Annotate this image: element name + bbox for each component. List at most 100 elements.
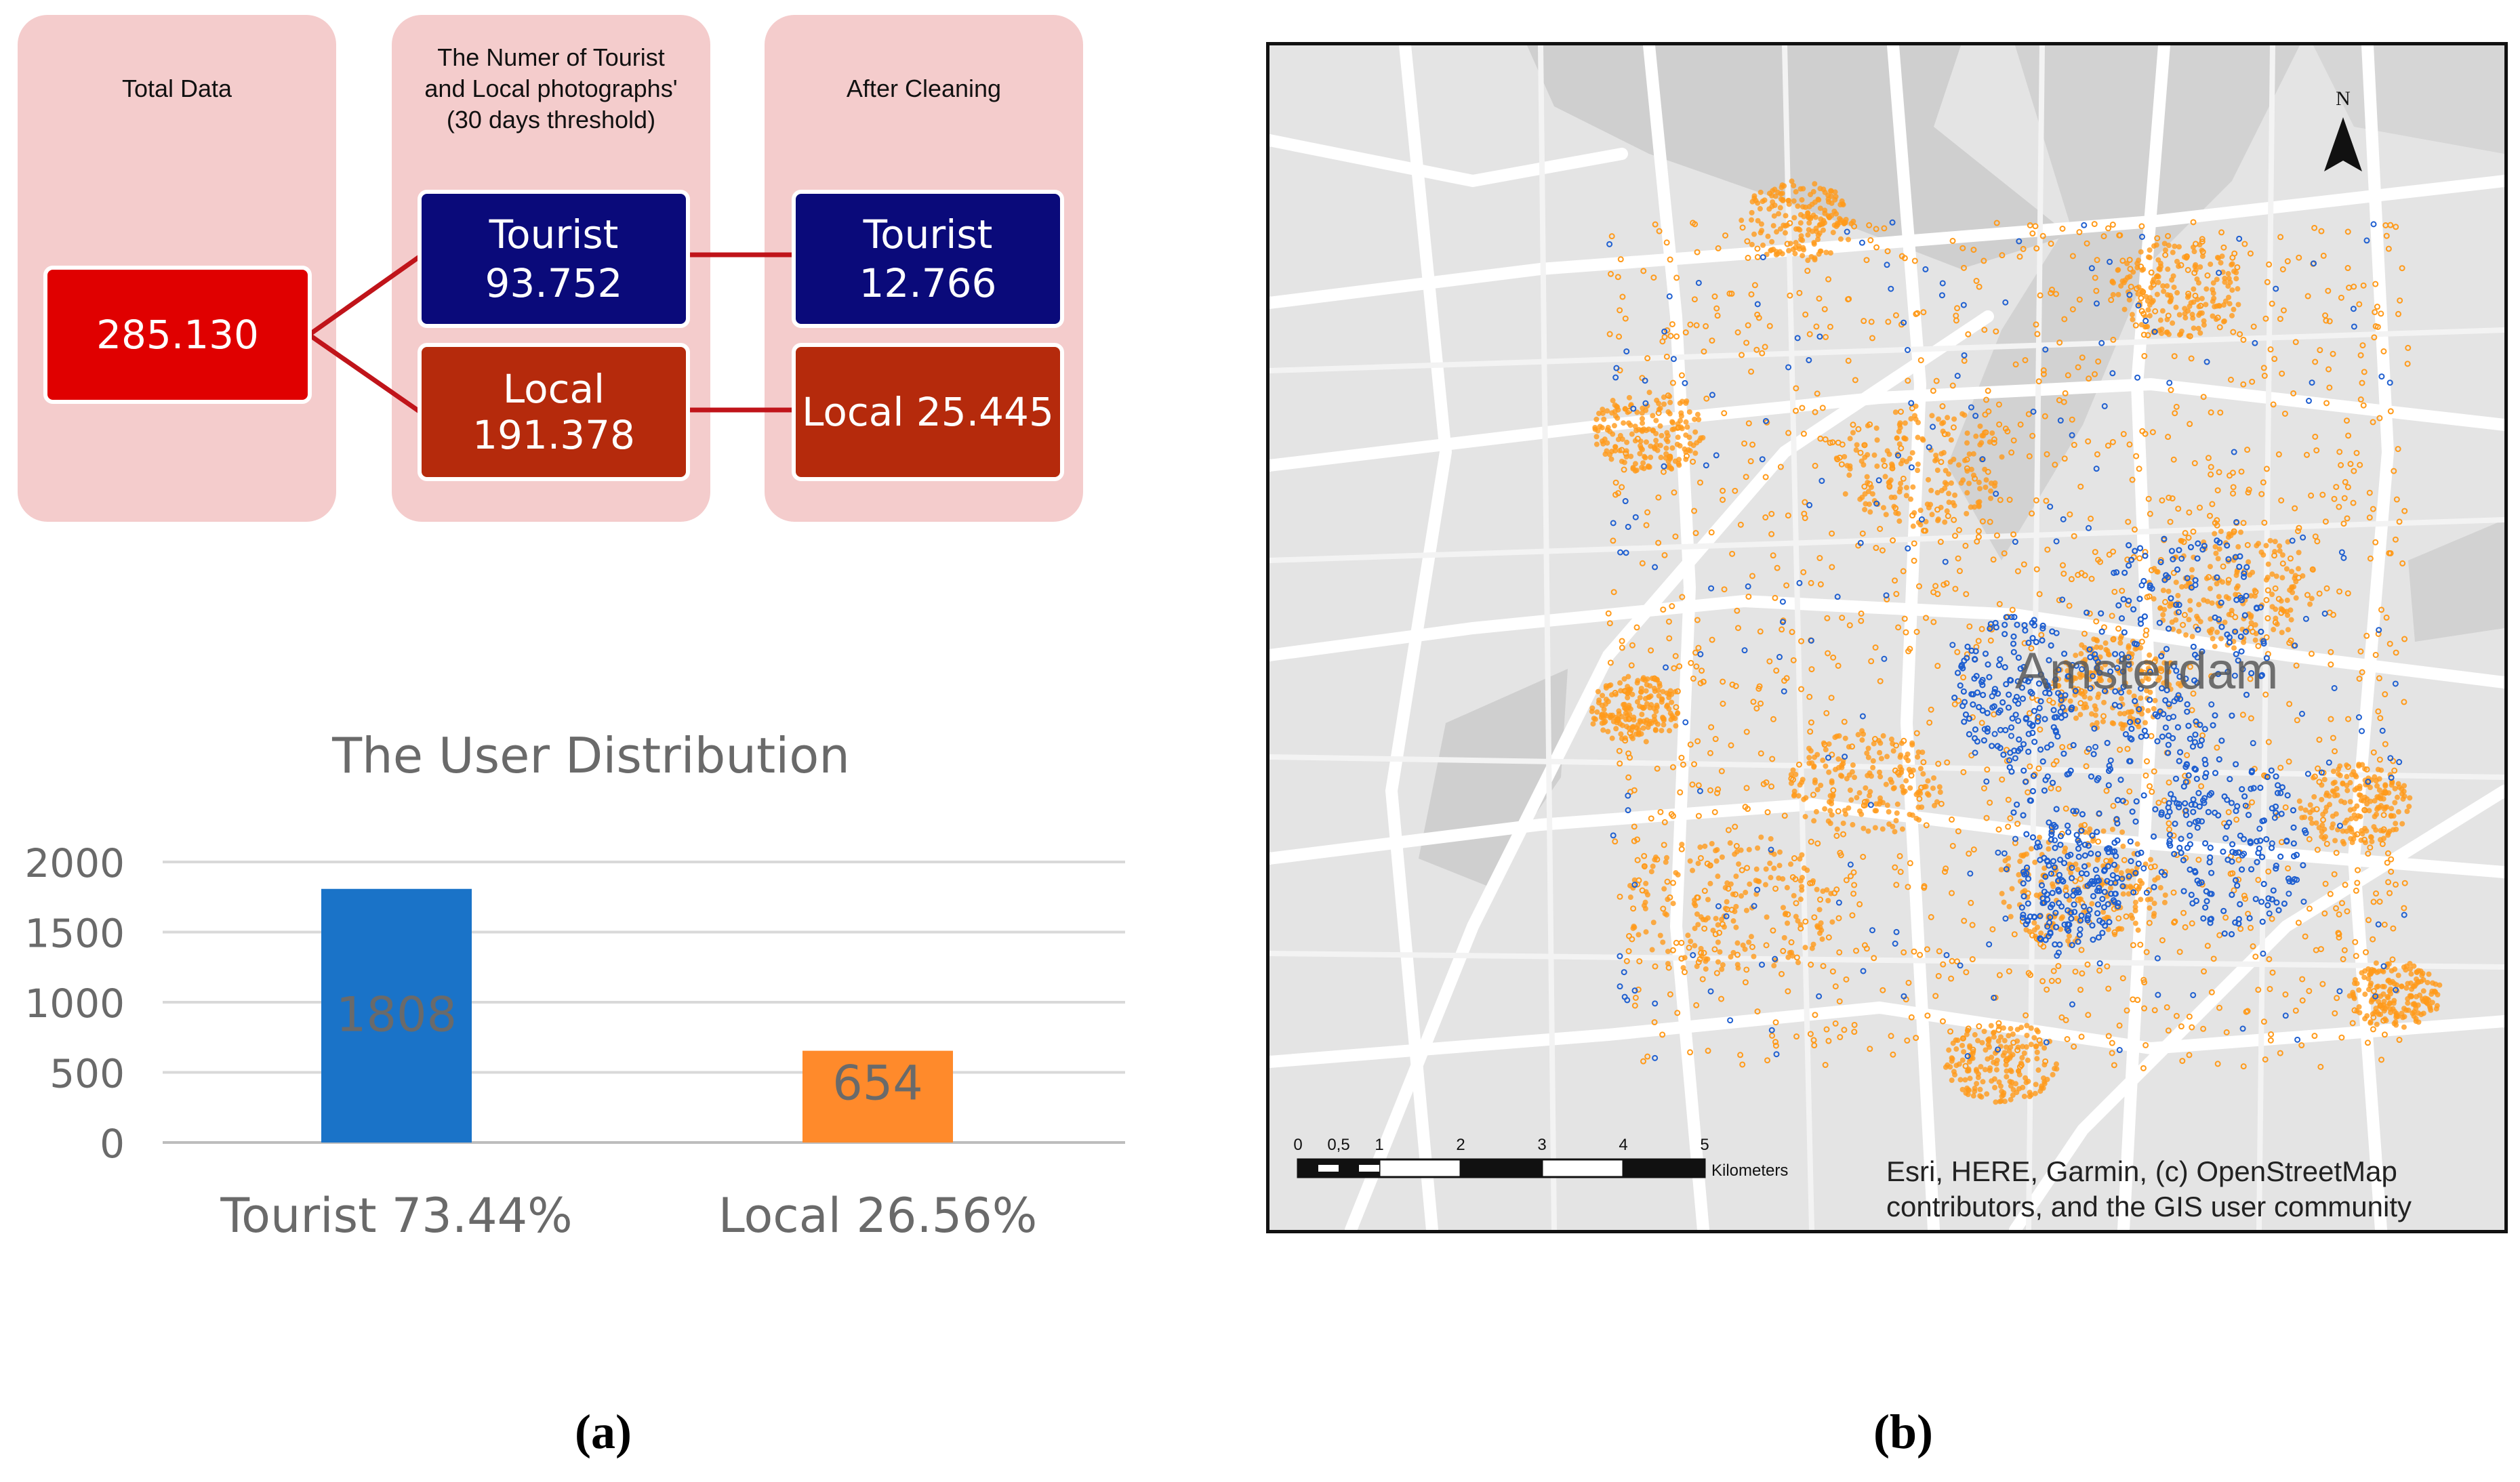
local-point (2372, 813, 2378, 819)
local-point (1985, 1037, 1991, 1043)
local-point (1643, 688, 1649, 694)
map-road (1345, 310, 1994, 1230)
local-point (1817, 186, 1823, 192)
local-point (1710, 927, 1716, 933)
local-point (1770, 223, 1776, 229)
local-point (1762, 882, 1768, 888)
local-point (1715, 922, 1721, 928)
local-point (2155, 800, 2162, 806)
local-point (1609, 449, 1615, 455)
tourist-point (2037, 857, 2044, 863)
local-point (1745, 322, 1751, 329)
local-point (1763, 779, 1770, 786)
local-point (2169, 495, 2176, 502)
local-point (2250, 943, 2256, 950)
local-point (1797, 211, 1804, 218)
local-point (1694, 440, 1700, 446)
local-point (1893, 882, 1900, 888)
tourist-point (2235, 657, 2241, 664)
local-point (1635, 678, 1641, 684)
local-point (1845, 296, 1852, 303)
local-point (2342, 478, 2349, 485)
local-point (2401, 1024, 2407, 1030)
local-point (1877, 678, 1884, 684)
tourist-point (2075, 939, 2081, 945)
local-point (2319, 981, 2326, 987)
local-point (1734, 940, 1741, 946)
tourist-point (2107, 766, 2114, 773)
tourist-point (2180, 857, 2187, 863)
local-point (2152, 697, 2158, 703)
local-point (2226, 596, 2232, 602)
tourist-point (2166, 831, 2174, 838)
tourist-point (2168, 791, 2174, 798)
tourist-point (2190, 643, 2197, 651)
local-point (2004, 1044, 2010, 1050)
tourist-point (2190, 808, 2197, 815)
local-point (1832, 1020, 1839, 1027)
local-point (2176, 332, 2182, 338)
local-point (2193, 262, 2199, 268)
local-point (1597, 424, 1603, 430)
local-point (1813, 323, 1820, 330)
local-point (2077, 876, 2084, 882)
local-point (1692, 416, 1698, 422)
tourist-point (2138, 733, 2145, 740)
local-point (1600, 410, 1606, 416)
local-point (1922, 527, 1929, 534)
tourist-point (2047, 913, 2054, 921)
local-point (2109, 826, 2115, 832)
local-point (2231, 645, 2237, 651)
tourist-point (2106, 762, 2113, 769)
local-point (2289, 584, 2295, 590)
local-point (1791, 788, 1797, 794)
tourist-point (2318, 769, 2325, 776)
local-point (2216, 594, 2222, 600)
local-point (2293, 579, 2299, 585)
local-point (2286, 701, 2293, 707)
local-point (1764, 914, 1770, 920)
tourist-point (2020, 893, 2027, 900)
local-point (1633, 624, 1640, 631)
tourist-point (2227, 776, 2233, 783)
local-point (1728, 290, 1735, 297)
local-point (2148, 896, 2154, 902)
tourist-point (2049, 890, 2056, 897)
tourist-point (1999, 699, 2006, 706)
local-point (1800, 430, 1807, 437)
tourist-point (2138, 233, 2145, 240)
tourist-point (1962, 711, 1970, 718)
local-point (2396, 518, 2403, 525)
local-point (2201, 968, 2208, 975)
local-point (1654, 765, 1661, 772)
tourist-point (2216, 270, 2222, 276)
tourist-point (2083, 870, 2090, 878)
local-point (1959, 1057, 1966, 1063)
local-point (2068, 870, 2074, 876)
tourist-point (2273, 773, 2279, 780)
tourist-point (2176, 844, 2183, 851)
local-point (2318, 228, 2325, 234)
local-point (2258, 549, 2264, 555)
local-point (1946, 491, 1952, 497)
local-point (2386, 890, 2393, 897)
local-point (2170, 569, 2177, 576)
local-point (2138, 669, 2145, 675)
local-point (1816, 251, 1822, 257)
tourist-point (2289, 537, 2296, 544)
local-point (1709, 337, 1715, 344)
tourist-point (1964, 643, 1971, 651)
local-point (2385, 879, 2392, 886)
local-point (2184, 266, 2191, 273)
local-point (2147, 783, 2153, 789)
local-point (1890, 1051, 1896, 1058)
tourist-point (2019, 914, 2027, 921)
local-point (2285, 758, 2292, 765)
tourist-point (2242, 628, 2250, 635)
local-point (1809, 760, 1815, 766)
local-point (1800, 777, 1806, 783)
local-point (2249, 799, 2256, 806)
tourist-point (2067, 767, 2074, 774)
local-point (1744, 238, 1751, 245)
local-point (1936, 784, 1943, 790)
